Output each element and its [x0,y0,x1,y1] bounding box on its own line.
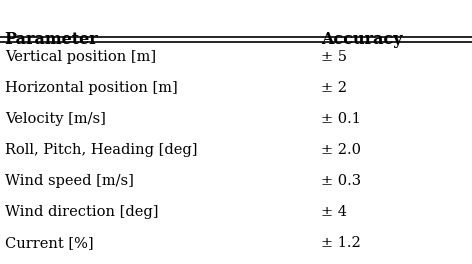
Text: ± 1.2: ± 1.2 [321,236,361,250]
Text: Roll, Pitch, Heading [deg]: Roll, Pitch, Heading [deg] [5,143,197,157]
Text: Velocity [m/s]: Velocity [m/s] [5,112,106,126]
Text: Vertical position [m]: Vertical position [m] [5,50,156,64]
Text: Parameter: Parameter [5,31,99,48]
Text: Wind direction [deg]: Wind direction [deg] [5,205,158,219]
Text: ± 0.3: ± 0.3 [321,174,361,188]
Text: ± 0.1: ± 0.1 [321,112,361,126]
Text: ± 2: ± 2 [321,81,347,95]
Text: ± 2.0: ± 2.0 [321,143,361,157]
Text: ± 4: ± 4 [321,205,347,219]
Text: Accuracy: Accuracy [321,31,403,48]
Text: Horizontal position [m]: Horizontal position [m] [5,81,177,95]
Text: ± 5: ± 5 [321,50,347,64]
Text: Current [%]: Current [%] [5,236,93,250]
Text: Wind speed [m/s]: Wind speed [m/s] [5,174,134,188]
